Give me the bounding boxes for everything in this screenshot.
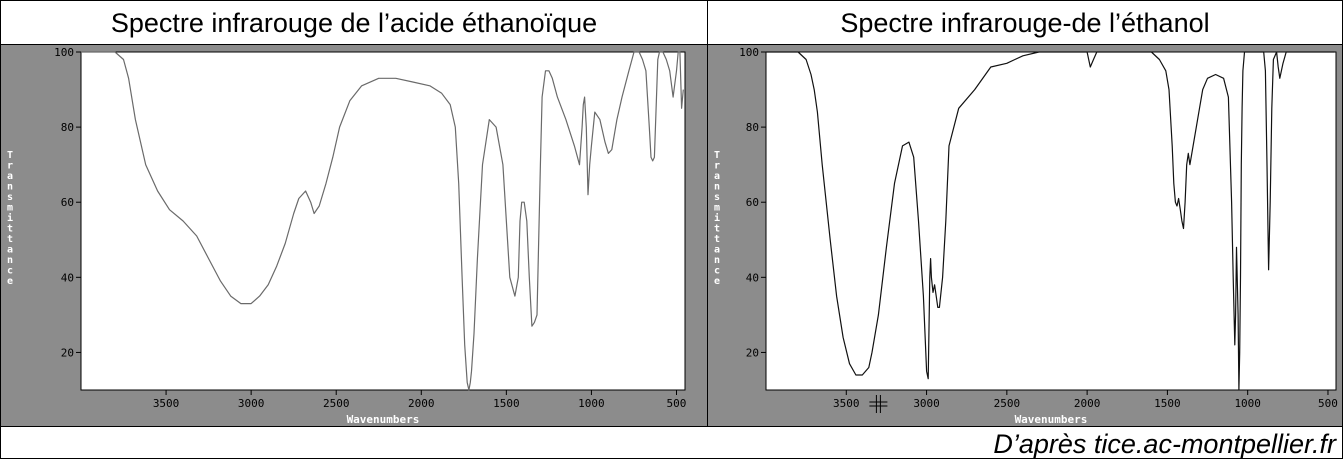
- x-tick-label: 1500: [493, 397, 520, 410]
- right-chart-title: Spectre infrarouge-de l’éthanol: [840, 8, 1210, 38]
- right-spectrum-panel: 20 40 60 80 100 3500 3000 2500 2000 1500 1000 500 Wa…: [708, 45, 1342, 426]
- x-tick-label: 1000: [1234, 397, 1261, 410]
- y-tick-label: 20: [61, 346, 74, 359]
- left-chart-title: Spectre infrarouge de l’acide éthanoïque: [110, 8, 598, 38]
- crosshair-cursor-icon: [869, 395, 888, 413]
- x-tick-label: 1000: [578, 397, 605, 410]
- x-tick-label: 3000: [913, 397, 940, 410]
- y-tick-label: 20: [746, 346, 759, 359]
- y-tick-label: 60: [746, 196, 759, 209]
- x-tick-label: 2500: [994, 397, 1021, 410]
- x-tick-label: 2500: [323, 397, 350, 410]
- x-tick-label: 2000: [1074, 397, 1101, 410]
- y-tick-label: 100: [54, 46, 74, 59]
- ethanol-ir-chart: 20 40 60 80 100 3500 3000 2500 2000 1500 1000 500 Wa…: [708, 45, 1342, 426]
- x-tick-label: 3500: [833, 397, 860, 410]
- y-tick-label: 40: [746, 271, 759, 284]
- x-tick-label: 3500: [153, 397, 180, 410]
- plot-area: [80, 51, 686, 391]
- plot-area: [765, 51, 1337, 391]
- y-tick-label: 60: [61, 196, 74, 209]
- acetic-acid-ir-chart: 20 40 60 80 100 3500 3000 2500 2000 1500 1000 500 Wa…: [1, 45, 707, 426]
- x-tick-label: 1500: [1154, 397, 1181, 410]
- x-tick-label: 3000: [238, 397, 265, 410]
- spectrum-line: [766, 51, 1335, 391]
- header-divider: [1, 44, 1342, 45]
- y-tick-label: 100: [739, 46, 759, 59]
- source-credit: D’après tice.ac-montpellier.fr: [993, 429, 1336, 459]
- y-tick-label: 80: [746, 121, 759, 134]
- column-divider: [707, 1, 708, 426]
- y-tick-label: 40: [61, 271, 74, 284]
- x-tick-label: 500: [667, 397, 687, 410]
- footer-divider: [1, 426, 1342, 427]
- x-axis-label: Wavenumbers: [347, 413, 420, 426]
- x-tick-label: 2000: [408, 397, 435, 410]
- x-axis-label: Wavenumbers: [1015, 413, 1088, 426]
- y-tick-label: 80: [61, 121, 74, 134]
- spectrum-line: [81, 51, 684, 391]
- left-spectrum-panel: 20 40 60 80 100 3500 3000 2500 2000 1500 1000 500 Wa…: [1, 45, 707, 426]
- x-tick-label: 500: [1318, 397, 1338, 410]
